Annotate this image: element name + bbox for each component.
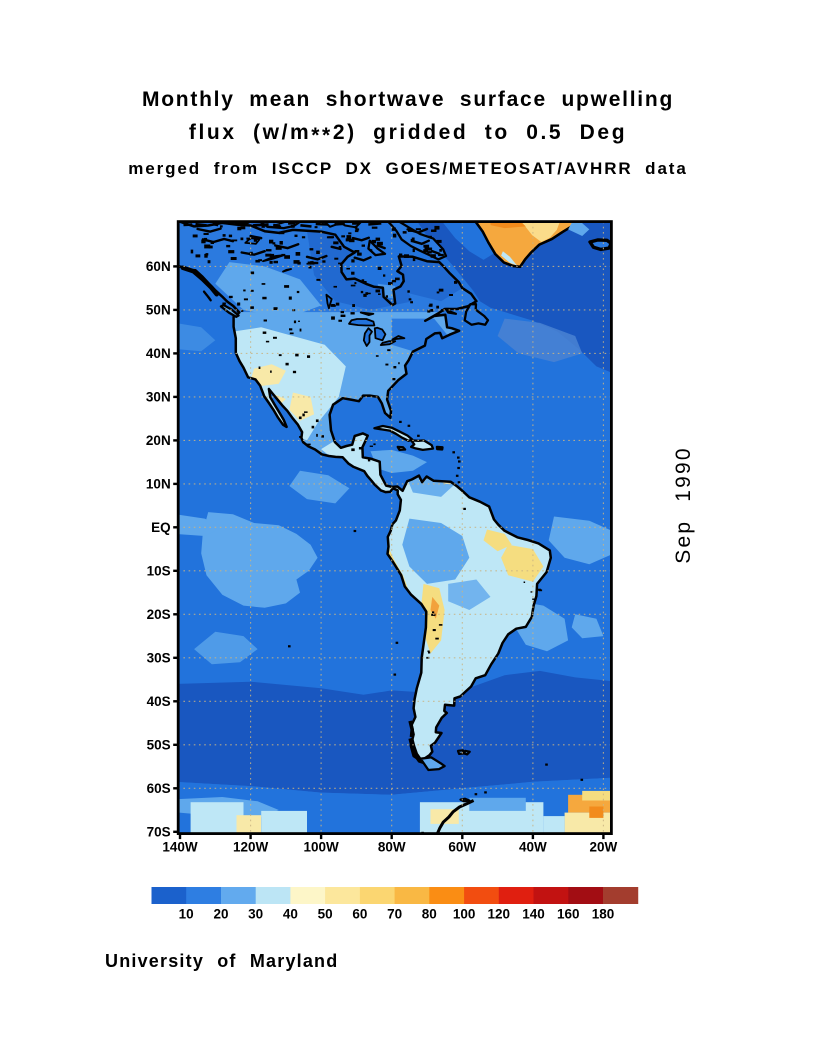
svg-text:160: 160 (557, 907, 580, 922)
svg-text:10N: 10N (146, 477, 171, 492)
svg-text:EQ: EQ (151, 520, 171, 535)
svg-text:70: 70 (387, 907, 402, 922)
svg-text:40: 40 (283, 907, 298, 922)
svg-text:30N: 30N (146, 390, 171, 405)
svg-text:60: 60 (352, 907, 367, 922)
svg-text:20S: 20S (147, 607, 171, 622)
svg-text:40S: 40S (147, 694, 171, 709)
svg-text:120: 120 (488, 907, 511, 922)
svg-text:80: 80 (422, 907, 437, 922)
svg-text:80W: 80W (378, 840, 406, 855)
svg-text:40N: 40N (146, 346, 171, 361)
svg-text:20N: 20N (146, 433, 171, 448)
svg-text:120W: 120W (233, 840, 269, 855)
svg-text:50S: 50S (147, 738, 171, 753)
svg-text:70S: 70S (147, 825, 171, 840)
svg-text:100W: 100W (303, 840, 339, 855)
svg-text:60N: 60N (146, 259, 171, 274)
svg-text:60W: 60W (448, 840, 476, 855)
svg-text:180: 180 (592, 907, 615, 922)
svg-text:10S: 10S (147, 564, 171, 579)
svg-text:50: 50 (318, 907, 333, 922)
svg-text:140: 140 (522, 907, 545, 922)
svg-text:50N: 50N (146, 303, 171, 318)
svg-text:20: 20 (213, 907, 228, 922)
svg-text:30: 30 (248, 907, 263, 922)
svg-text:100: 100 (453, 907, 476, 922)
svg-text:140W: 140W (162, 840, 198, 855)
svg-text:40W: 40W (519, 840, 547, 855)
svg-text:30S: 30S (147, 651, 171, 666)
svg-text:60S: 60S (147, 781, 171, 796)
svg-text:20W: 20W (590, 840, 618, 855)
svg-text:10: 10 (179, 907, 194, 922)
